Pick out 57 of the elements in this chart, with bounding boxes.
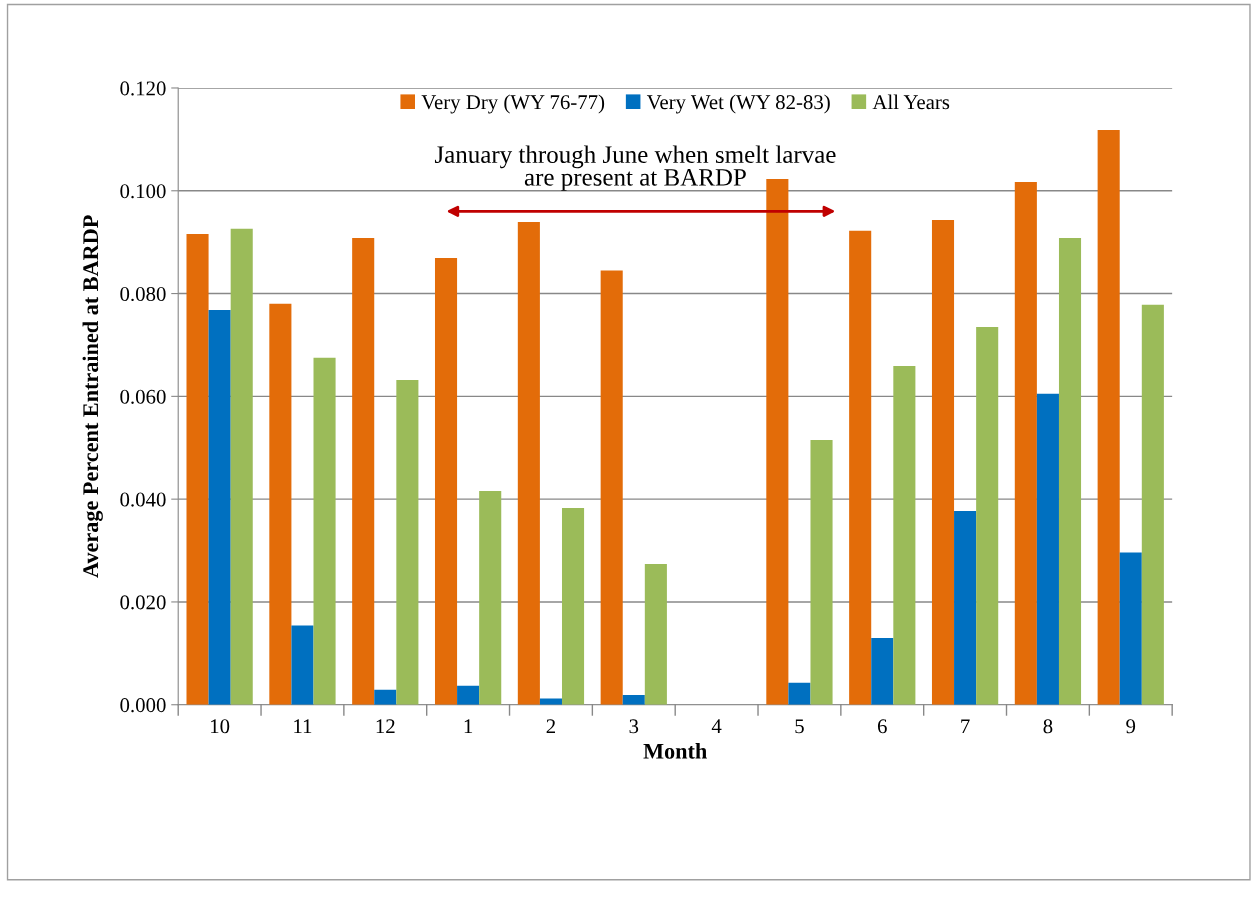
bar (810, 440, 833, 705)
legend-label: Very Wet (WY 82-83) (646, 94, 830, 114)
annotation: January through June when smelt larvae are present at BARDP (434, 145, 836, 191)
x-tick-label: 9 (1126, 719, 1136, 734)
bar (871, 637, 894, 705)
x-tick-label: 11 (294, 719, 312, 734)
bar (954, 510, 977, 705)
x-tick-label: 5 (795, 719, 804, 734)
bar (352, 238, 375, 705)
bar (1141, 304, 1164, 705)
x-axis-title: Month (643, 743, 707, 759)
bar (291, 625, 314, 705)
x-tick-label: 2 (546, 719, 555, 734)
bar (1036, 393, 1059, 705)
bar (788, 682, 811, 705)
x-tick-label: 12 (376, 719, 395, 734)
bar (434, 258, 458, 705)
bar (396, 379, 419, 705)
bar (1058, 238, 1082, 705)
bar (931, 220, 955, 705)
x-tick-label: 6 (877, 719, 887, 734)
bar (186, 233, 209, 705)
bar (208, 310, 231, 705)
bar (893, 366, 916, 705)
y-axis-title: Average Percent Entrained at BARDP (82, 215, 103, 578)
legend-label: Very Dry (WY 76-77) (421, 94, 605, 114)
bar (600, 270, 623, 705)
y-tick-label: 0.120 (120, 81, 166, 96)
bar (1097, 130, 1120, 705)
bar (269, 303, 292, 705)
bar (561, 507, 585, 705)
x-tick-label: 10 (211, 719, 230, 734)
bar (766, 178, 789, 705)
x-tick-label: 3 (629, 719, 639, 734)
y-tick-label: 0.080 (120, 286, 166, 302)
bar (479, 490, 502, 705)
bar (230, 228, 253, 705)
y-tick-label: 0.020 (120, 595, 166, 610)
bar (374, 689, 397, 705)
bar (1014, 182, 1037, 705)
x-tick-label: 8 (1043, 719, 1053, 734)
bar (517, 222, 540, 705)
y-tick-label: 0.040 (120, 492, 166, 507)
bar (849, 230, 872, 705)
bar (313, 357, 336, 705)
x-tick-label: 7 (961, 719, 970, 734)
y-tick-label: 0.100 (120, 184, 166, 199)
bar (622, 694, 645, 705)
bar (1119, 552, 1142, 705)
y-tick-label: 0.060 (120, 389, 166, 404)
bar (976, 326, 999, 705)
bar (644, 563, 667, 705)
x-tick-label: 1 (464, 719, 473, 734)
bar (457, 685, 480, 705)
y-tick-label: 0.000 (120, 698, 166, 713)
legend-label: All Years (872, 94, 950, 110)
x-tick-label: 4 (711, 719, 722, 734)
